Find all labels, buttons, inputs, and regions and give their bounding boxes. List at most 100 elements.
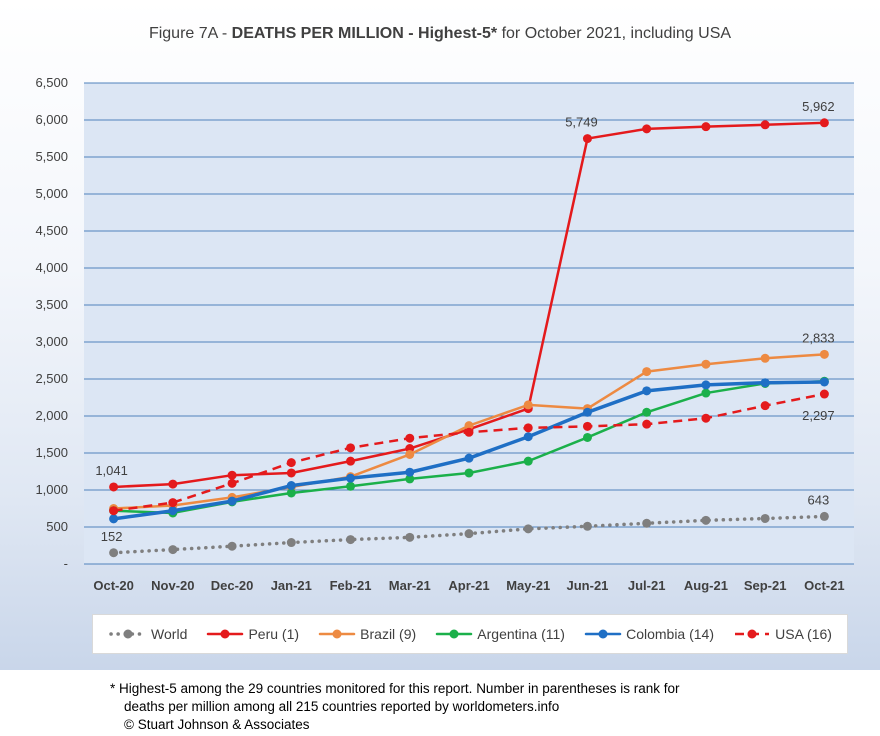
data-point (582, 421, 592, 431)
y-tick-label: - (64, 556, 68, 571)
y-tick-label: 4,000 (35, 260, 68, 275)
x-tick-label: May-21 (506, 578, 550, 593)
data-point (405, 449, 415, 459)
data-point (760, 120, 770, 130)
footnote-line-1: * Highest-5 among the 29 countries monit… (110, 681, 680, 696)
data-label: 2,833 (802, 330, 835, 345)
data-point (227, 470, 237, 480)
y-tick-label: 3,000 (35, 334, 68, 349)
y-tick-label: 6,500 (35, 75, 68, 90)
data-point (109, 514, 119, 524)
y-tick-label: 1,500 (35, 445, 68, 460)
data-point (642, 367, 652, 377)
y-tick-label: 1,000 (35, 482, 68, 497)
legend-item: Argentina (11) (434, 626, 565, 642)
data-point (819, 118, 829, 128)
data-point (760, 353, 770, 363)
x-tick-label: Sep-21 (744, 578, 787, 593)
line-chart: Figure 7A - DEATHS PER MILLION - Highest… (35, 25, 854, 593)
data-point (405, 532, 415, 542)
footnote: * Highest-5 among the 29 countries monit… (110, 680, 850, 734)
y-tick-label: 5,000 (35, 186, 68, 201)
data-point (405, 433, 415, 443)
chart-area: Figure 7A - DEATHS PER MILLION - Highest… (0, 0, 880, 670)
data-point (642, 419, 652, 429)
data-point (109, 548, 119, 558)
data-label: 5,962 (802, 99, 835, 114)
data-point (701, 122, 711, 132)
data-point (523, 456, 533, 466)
legend-item: Colombia (14) (583, 626, 714, 642)
y-tick-label: 500 (46, 519, 68, 534)
data-point (523, 400, 533, 410)
data-point (642, 518, 652, 528)
data-point (819, 511, 829, 521)
x-tick-label: Dec-20 (211, 578, 254, 593)
legend-label: Peru (1) (248, 626, 300, 642)
data-point (286, 468, 296, 478)
data-point (760, 378, 770, 388)
footnote-line-2: deaths per million among all 215 countri… (124, 699, 560, 714)
y-tick-label: 2,500 (35, 371, 68, 386)
data-label: 643 (808, 492, 830, 507)
data-point (286, 488, 296, 498)
data-point (346, 473, 356, 483)
data-point (642, 124, 652, 134)
x-tick-label: Apr-21 (448, 578, 489, 593)
x-tick-label: Oct-20 (93, 578, 133, 593)
data-point (582, 407, 592, 417)
data-point (582, 134, 592, 144)
data-point (286, 458, 296, 468)
data-point (760, 401, 770, 411)
data-point (464, 453, 474, 463)
data-point (346, 456, 356, 466)
data-point (701, 359, 711, 369)
data-point (405, 474, 415, 484)
x-tick-label: Jan-21 (271, 578, 312, 593)
y-tick-label: 4,500 (35, 223, 68, 238)
data-point (168, 545, 178, 555)
data-point (819, 389, 829, 399)
data-point (346, 481, 356, 491)
data-point (701, 515, 711, 525)
x-tick-label: Jul-21 (628, 578, 666, 593)
data-label: 5,749 (565, 115, 598, 130)
x-tick-label: Feb-21 (330, 578, 372, 593)
x-tick-label: Nov-20 (151, 578, 194, 593)
legend-swatch (584, 629, 622, 639)
x-tick-label: Jun-21 (567, 578, 609, 593)
legend-item: Brazil (9) (317, 626, 416, 642)
data-point (523, 524, 533, 534)
data-point (227, 478, 237, 488)
data-point (227, 496, 237, 506)
y-tick-label: 6,000 (35, 112, 68, 127)
data-point (582, 521, 592, 531)
legend-label: Argentina (11) (477, 626, 565, 642)
legend-item: Peru (1) (205, 626, 299, 642)
legend-label: Brazil (9) (360, 626, 417, 642)
x-tick-label: Mar-21 (389, 578, 431, 593)
data-point (760, 513, 770, 523)
data-point (701, 388, 711, 398)
footnote-line-3: © Stuart Johnson & Associates (124, 717, 310, 732)
legend-label: Colombia (14) (626, 626, 715, 642)
data-point (168, 479, 178, 489)
data-point (582, 432, 592, 442)
legend-item: USA (16) (732, 626, 832, 642)
data-point (701, 380, 711, 390)
legend-swatch (318, 629, 356, 639)
legend-label: World (151, 626, 188, 642)
legend-swatch (735, 629, 770, 639)
legend-label: USA (16) (775, 626, 832, 642)
data-label: 1,041 (95, 463, 128, 478)
data-point (286, 538, 296, 548)
data-point (168, 506, 178, 516)
data-point (642, 407, 652, 417)
legend-swatch (207, 629, 244, 639)
data-point (405, 467, 415, 477)
data-point (464, 529, 474, 539)
data-point (819, 377, 829, 387)
x-tick-label: Oct-21 (804, 578, 844, 593)
chart-title: Figure 7A - DEATHS PER MILLION - Highest… (149, 25, 731, 42)
y-tick-label: 5,500 (35, 149, 68, 164)
